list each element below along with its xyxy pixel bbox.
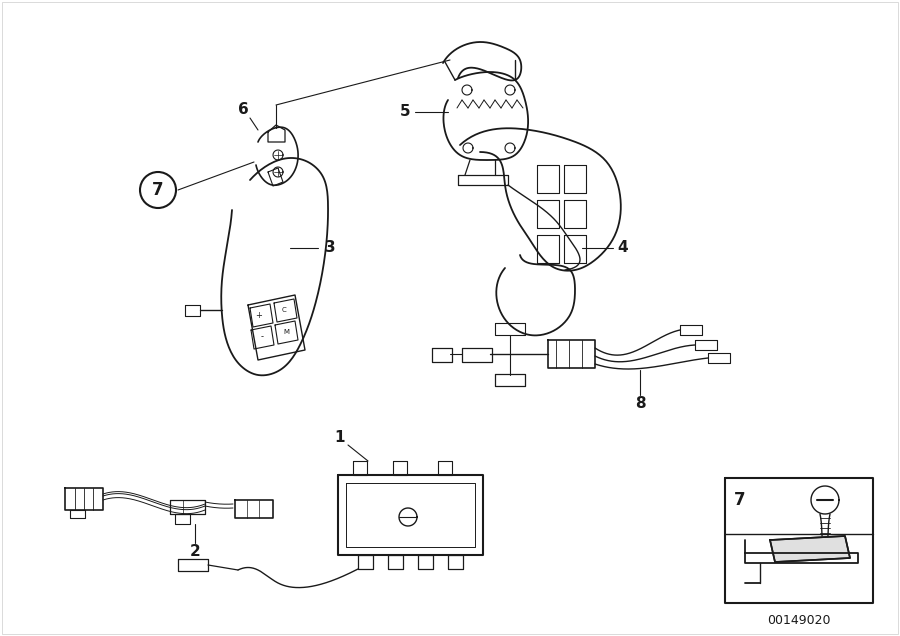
Text: 6: 6 <box>238 102 248 118</box>
Polygon shape <box>770 536 850 562</box>
Text: M: M <box>283 329 289 335</box>
Text: 7: 7 <box>152 181 164 199</box>
Text: 3: 3 <box>325 240 336 256</box>
Text: C: C <box>282 307 286 313</box>
Text: -: - <box>260 333 264 342</box>
Text: 1: 1 <box>335 429 346 445</box>
Text: 7: 7 <box>734 491 746 509</box>
Text: +: + <box>256 310 263 319</box>
Text: 8: 8 <box>634 396 645 410</box>
Text: 00149020: 00149020 <box>767 614 831 626</box>
Text: 5: 5 <box>400 104 410 120</box>
Text: 4: 4 <box>617 240 628 256</box>
Text: 2: 2 <box>190 544 201 558</box>
